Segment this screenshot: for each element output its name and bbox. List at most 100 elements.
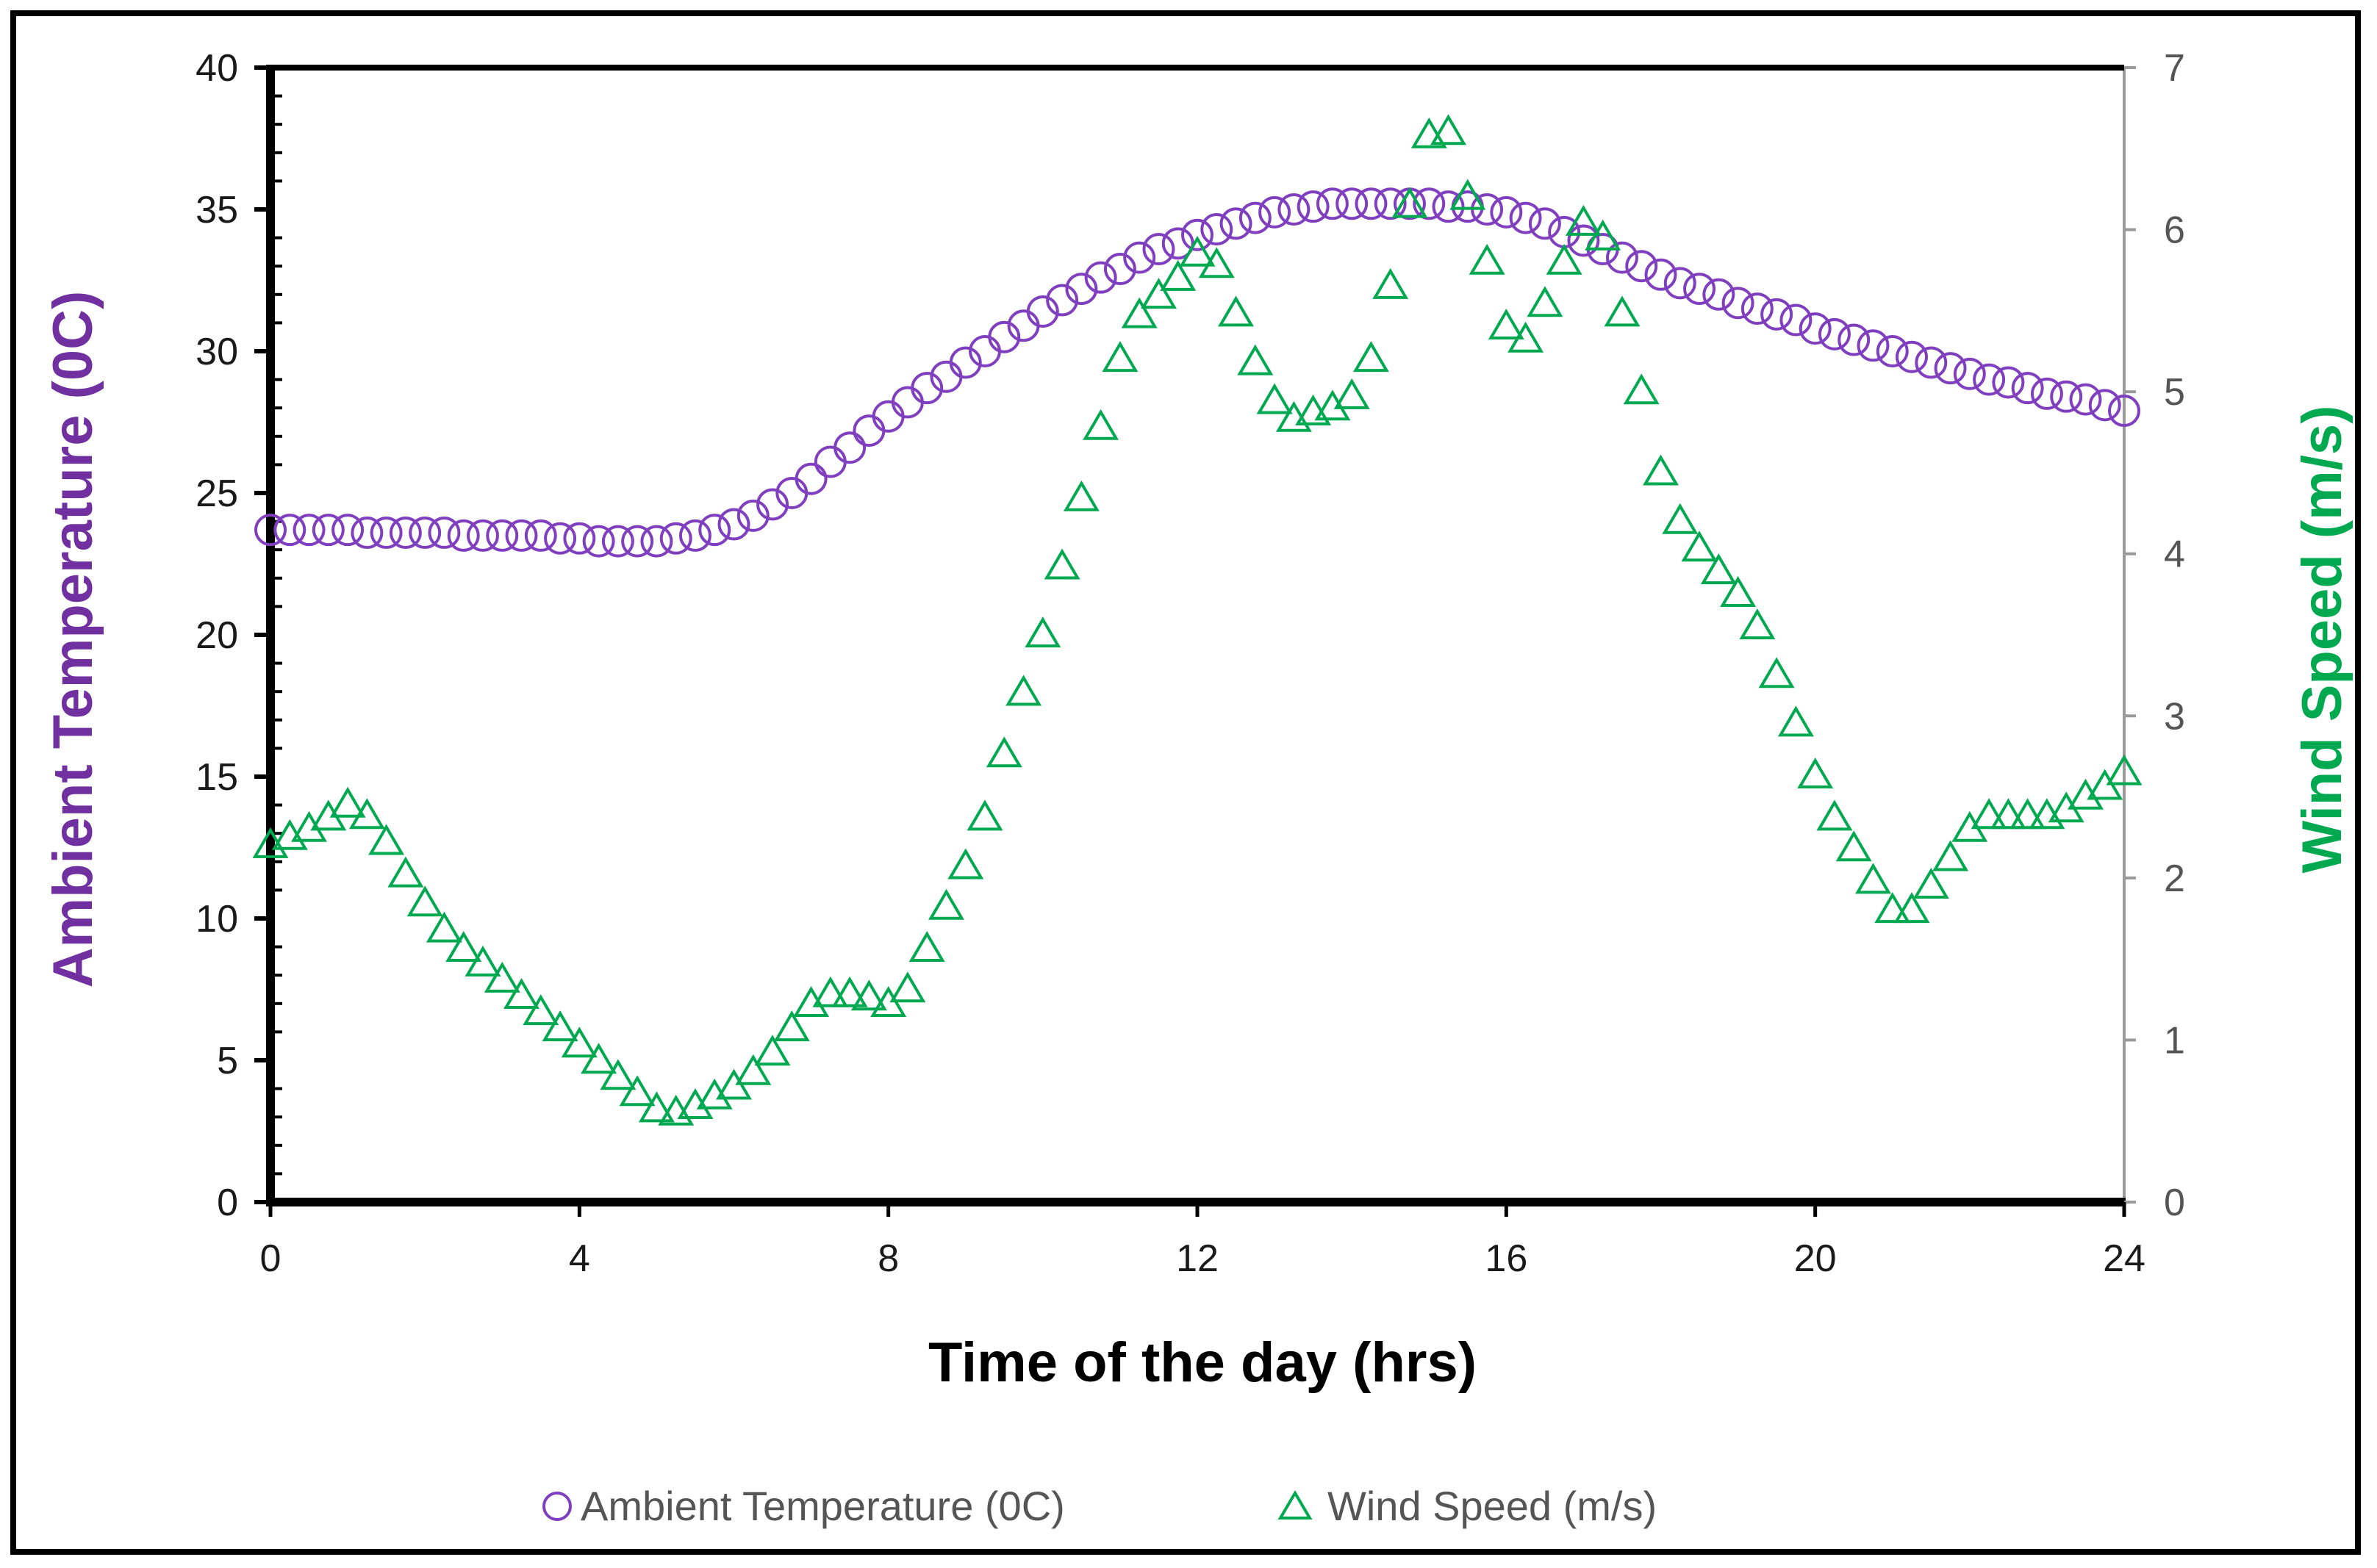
- temperature-point: [1277, 193, 1311, 226]
- wind-speed-point: [1275, 400, 1312, 432]
- wind-speed-point: [1681, 531, 1718, 562]
- x-axis-tick-labels: 0 4 8 12 16 20 24: [260, 1237, 2145, 1280]
- temperature-point: [370, 517, 403, 550]
- right-tick-label: 1: [2164, 1019, 2185, 1062]
- temperature-point: [1605, 241, 1638, 274]
- wind-speed-point: [1662, 503, 1699, 534]
- right-tick-label: 5: [2164, 371, 2185, 414]
- temperature-point: [2108, 395, 2140, 428]
- wind-speed-point: [1835, 830, 1872, 862]
- temperature-point: [293, 514, 326, 547]
- temperature-point: [1876, 335, 1909, 367]
- temperature-point: [1702, 278, 1735, 311]
- temperature-point: [254, 514, 287, 547]
- left-y-axis-title: Ambient Temperature (0C): [42, 291, 104, 988]
- temperature-point: [698, 514, 731, 547]
- wind-speed-point: [735, 1054, 772, 1085]
- wind-speed-point: [523, 994, 559, 1026]
- wind-speed-point: [619, 1075, 656, 1107]
- temperature-point: [273, 514, 306, 547]
- x-tick-label: 8: [878, 1237, 899, 1280]
- temperature-point: [1857, 329, 1890, 362]
- temperature-point: [1142, 233, 1175, 266]
- temperature-point: [756, 488, 789, 521]
- temperature-point: [2030, 377, 2063, 410]
- wind-speed-point: [1449, 179, 1486, 210]
- wind-speed-point: [1932, 840, 1969, 871]
- left-axis-tick-labels: 0 5 10 15 20 25 30 35 40: [196, 47, 238, 1224]
- wind-speed-point: [2106, 754, 2143, 785]
- temperature-point: [447, 519, 480, 552]
- right-tick-label: 6: [2164, 209, 2185, 252]
- wind-speed-point: [1005, 675, 1042, 706]
- temperature-point: [389, 517, 422, 550]
- temperature-point: [351, 517, 384, 550]
- wind-speed-point: [426, 911, 462, 943]
- temperature-point: [1103, 253, 1136, 286]
- temperature-point: [911, 372, 944, 405]
- wind-speed-point: [754, 1035, 791, 1066]
- wind-speed-point: [1083, 409, 1119, 440]
- temperature-point: [872, 400, 905, 433]
- right-y-axis-title: Wind Speed (m/s): [2291, 406, 2353, 874]
- wind-speed-point: [1565, 204, 1602, 236]
- x-tick-label: 24: [2103, 1237, 2145, 1280]
- wind-speed-point: [503, 978, 539, 1009]
- wind-speed-point: [908, 931, 945, 962]
- temperature-point: [659, 522, 692, 555]
- temperature-point: [988, 320, 1021, 353]
- wind-speed-point: [1739, 608, 1776, 640]
- left-tick-label: 25: [196, 472, 238, 515]
- x-tick-label: 0: [260, 1237, 282, 1280]
- temperature-point: [1760, 298, 1793, 331]
- temperature-point: [582, 525, 615, 558]
- wind-speed-point: [581, 1043, 617, 1074]
- left-tick-label: 5: [217, 1040, 238, 1082]
- wind-speed-point: [2068, 778, 2104, 810]
- temperature-point: [486, 519, 519, 552]
- temperature-point: [1374, 187, 1407, 220]
- temperature-point: [1200, 213, 1233, 246]
- temperature-point: [1181, 218, 1213, 251]
- x-axis-title: Time of the day (hrs): [928, 1331, 1477, 1394]
- temperature-point: [2069, 383, 2102, 416]
- temperature-point: [1046, 284, 1079, 317]
- temperature-point: [891, 386, 924, 419]
- wind-speed-point: [1527, 286, 1563, 317]
- wind-speed-point: [1141, 278, 1177, 309]
- temperature-point: [1953, 357, 1986, 390]
- temperature-point: [2088, 389, 2121, 422]
- wind-speed-point: [1198, 247, 1235, 278]
- wind-speed-point: [1758, 657, 1795, 688]
- legend-temperature-marker: [542, 1492, 572, 1521]
- temperature-point: [1779, 303, 1813, 337]
- wind-speed-point: [1314, 389, 1351, 421]
- left-axis-major-ticks: [254, 65, 270, 1204]
- wind-speed-point: [638, 1091, 675, 1123]
- x-axis-ticks: [268, 1202, 2126, 1217]
- temperature-point: [1258, 195, 1291, 229]
- legend-wind-marker: [1277, 1490, 1313, 1520]
- wind-speed-point: [348, 798, 385, 830]
- right-axis-ticks: [2124, 66, 2136, 1204]
- wind-speed-point: [1912, 868, 1949, 899]
- legend-wind-label: Wind Speed (m/s): [1327, 1483, 1657, 1529]
- wind-speed-point: [1488, 309, 1524, 339]
- temperature-point: [2011, 372, 2044, 405]
- wind-speed-point: [1410, 117, 1447, 148]
- temperature-point: [1355, 187, 1388, 220]
- temperature-point: [1799, 312, 1832, 345]
- temperature-point: [1084, 261, 1117, 294]
- wind-speed-point: [1816, 799, 1853, 831]
- temperature-point: [949, 346, 982, 379]
- temperature-point: [1026, 295, 1059, 328]
- temperature-point: [1838, 323, 1871, 356]
- left-tick-label: 40: [196, 47, 238, 90]
- wind-speed-point: [1623, 373, 1660, 405]
- temperature-point: [1644, 258, 1677, 291]
- temperature-point: [563, 522, 596, 555]
- wind-speed-point: [2009, 798, 2046, 830]
- temperature-point: [795, 462, 828, 495]
- wind-speed-point: [465, 945, 501, 977]
